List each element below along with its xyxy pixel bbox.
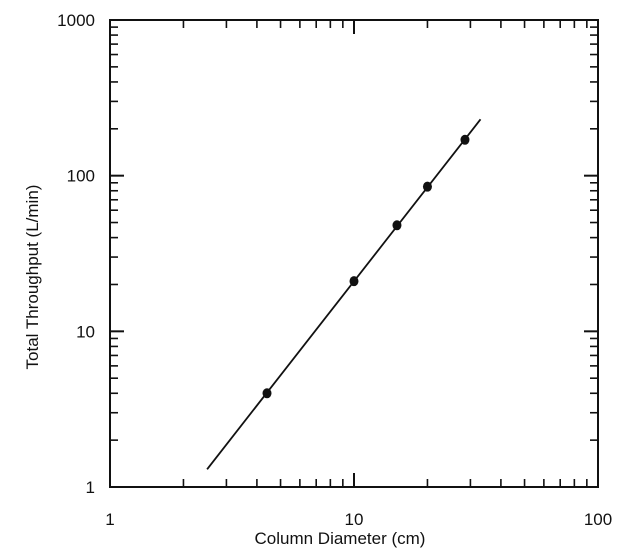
data-point xyxy=(262,388,272,399)
y-tick-label: 10 xyxy=(76,322,95,341)
y-tick-label: 1000 xyxy=(57,11,95,30)
fit-line-layer xyxy=(206,118,482,470)
data-point xyxy=(392,220,402,231)
x-axis-title: Column Diameter (cm) xyxy=(255,529,426,548)
plot-frame xyxy=(109,19,599,488)
y-tick-labels: 1 10 100 1000 xyxy=(57,11,95,497)
fit-line xyxy=(206,118,482,470)
minor-ticks xyxy=(110,20,598,487)
data-point xyxy=(460,134,470,145)
x-tick-labels: 1 10 100 xyxy=(105,510,612,529)
data-point xyxy=(349,276,359,287)
y-axis-title: Total Throughput (L/min) xyxy=(23,185,42,370)
major-ticks xyxy=(109,19,599,488)
x-tick-label: 100 xyxy=(584,510,612,529)
y-tick-label: 1 xyxy=(86,478,95,497)
y-tick-label: 100 xyxy=(67,167,95,186)
data-point xyxy=(422,181,432,192)
x-tick-label: 1 xyxy=(105,510,114,529)
data-points xyxy=(262,134,470,399)
x-tick-label: 10 xyxy=(345,510,364,529)
